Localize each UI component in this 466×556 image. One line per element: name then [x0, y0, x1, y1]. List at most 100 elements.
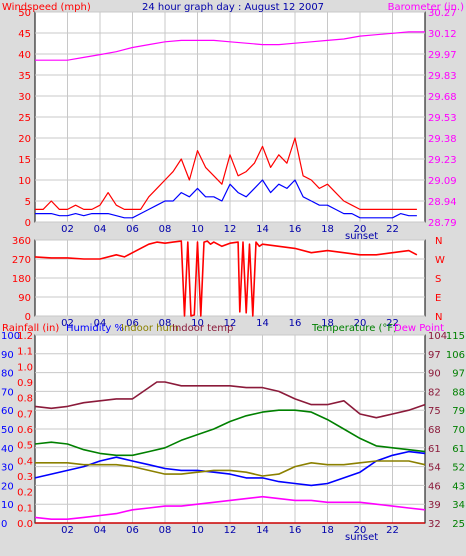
windspeed-tick: 20	[18, 134, 31, 145]
dew-point-axis-label: Dew Point	[394, 323, 444, 334]
windspeed-tick: 45	[18, 29, 31, 40]
barometer-tick: 29.83	[428, 71, 457, 82]
rainfall-tick: 0.1	[17, 503, 33, 514]
humidity-tick: 90	[1, 350, 14, 361]
rainfall-tick: 0.5	[17, 441, 33, 452]
series-windspeed	[35, 137, 417, 210]
humidity-tick: 0	[1, 519, 7, 530]
chart2-x-tick: 06	[126, 318, 139, 329]
barometer-tick: 29.53	[428, 113, 457, 124]
chart2-x-tick: 12	[224, 318, 237, 329]
chart1-x-tick: 18	[321, 224, 334, 235]
indoor-temp-tick: 39	[428, 500, 441, 511]
chart1-x-tick: 02	[61, 224, 74, 235]
humidity-tick: 70	[1, 387, 14, 398]
humidity-tick: 60	[1, 406, 14, 417]
rainfall-tick: 1.1	[17, 347, 33, 358]
direction-tick: 90	[18, 293, 31, 304]
chart1-x-tick: 22	[386, 224, 399, 235]
indoor-temp-tick: 61	[428, 444, 441, 455]
chart3-x-tick: 06	[126, 525, 139, 536]
windspeed-tick: 50	[18, 8, 31, 19]
barometer-axis-label: Barometer (in.)	[388, 2, 464, 13]
indoor-temp-tick: 32	[428, 519, 441, 530]
humidity-tick: 30	[1, 463, 14, 474]
windspeed-axis-label: Windspeed (mph)	[2, 2, 91, 13]
compass-tick: N	[435, 236, 442, 247]
humidity-tick: 50	[1, 425, 14, 436]
series-humidity	[34, 450, 426, 487]
humidity-tick: 100	[1, 331, 20, 342]
chart1-x-tick: 20	[354, 224, 367, 235]
temperature-tick: 61	[452, 444, 465, 455]
chart1-x-tick: 06	[126, 224, 139, 235]
barometer-tick: 29.23	[428, 155, 457, 166]
series-wind-direction	[34, 240, 418, 317]
chart2-x-tick: 20	[354, 318, 367, 329]
rainfall-tick: 0.7	[17, 409, 33, 420]
direction-tick: 0	[25, 312, 31, 323]
indoor-temp-tick: 46	[428, 481, 441, 492]
barometer-tick: 29.68	[428, 92, 457, 103]
rainfall-tick: 0.6	[17, 425, 33, 436]
temperature-tick: 106	[446, 350, 465, 361]
direction-tick: 360	[12, 236, 31, 247]
compass-tick: N	[435, 312, 442, 323]
chart2-x-tick: 14	[256, 318, 269, 329]
rainfall-tick: 0.0	[17, 519, 33, 530]
series-indoor-temp	[34, 381, 426, 419]
indoor-temp-tick: 54	[428, 463, 441, 474]
windspeed-tick: 35	[18, 71, 31, 82]
series-windspeed-avg	[35, 179, 417, 219]
chart1-x-tick: 14	[256, 224, 269, 235]
barometer-tick: 28.94	[428, 197, 457, 208]
indoor-hum-axis-label: Indoor hum	[121, 323, 179, 334]
chart3-sunset-label: sunset	[345, 532, 378, 543]
direction-tick: 270	[12, 255, 31, 266]
chart1-sunset-label: sunset	[345, 231, 378, 242]
compass-tick: W	[435, 255, 445, 266]
series-dew-point	[34, 495, 426, 520]
humidity-tick: 10	[1, 500, 14, 511]
chart3-x-tick: 14	[256, 525, 269, 536]
humidity-tick: 20	[1, 481, 14, 492]
temperature-tick: 25	[452, 519, 465, 530]
humidity-tick: 80	[1, 369, 14, 380]
chart2-x-tick: 22	[386, 318, 399, 329]
indoor-temp-tick: 75	[428, 406, 441, 417]
chart3-x-tick: 20	[354, 525, 367, 536]
windspeed-tick: 5	[25, 197, 31, 208]
windspeed-tick: 10	[18, 176, 31, 187]
chart2-x-tick: 10	[191, 318, 204, 329]
compass-tick: E	[435, 293, 441, 304]
rainfall-tick: 0.3	[17, 472, 33, 483]
humidity-tick: 40	[1, 444, 14, 455]
chart1-x-tick: 12	[224, 224, 237, 235]
barometer-tick: 30.12	[428, 29, 457, 40]
barometer-tick: 28.79	[428, 218, 457, 229]
windspeed-tick: 40	[18, 50, 31, 61]
chart2-x-tick: 08	[159, 318, 172, 329]
rainfall-tick: 0.9	[17, 378, 33, 389]
barometer-tick: 29.38	[428, 134, 457, 145]
temperature-tick: 43	[452, 481, 465, 492]
indoor-temp-tick: 97	[428, 350, 441, 361]
chart2-x-tick: 02	[61, 318, 74, 329]
series-barometer	[35, 31, 425, 61]
chart1-x-tick: 08	[159, 224, 172, 235]
indoor-temp-axis-label: Indoor temp	[172, 323, 233, 334]
rainfall-axis-label: Rainfall (in)	[2, 323, 59, 334]
temperature-tick: 97	[452, 369, 465, 380]
chart3-x-tick: 10	[191, 525, 204, 536]
chart2-x-tick: 04	[94, 318, 107, 329]
rainfall-tick: 0.2	[17, 488, 33, 499]
rainfall-tick: 0.8	[17, 394, 33, 405]
temperature-tick: 88	[452, 387, 465, 398]
rainfall-tick: 0.4	[17, 456, 33, 467]
direction-tick: 180	[12, 274, 31, 285]
barometer-tick: 29.97	[428, 50, 457, 61]
series-indoor-hum	[35, 460, 426, 477]
rainfall-tick: 1.0	[17, 362, 33, 373]
series-temperature	[34, 409, 426, 457]
